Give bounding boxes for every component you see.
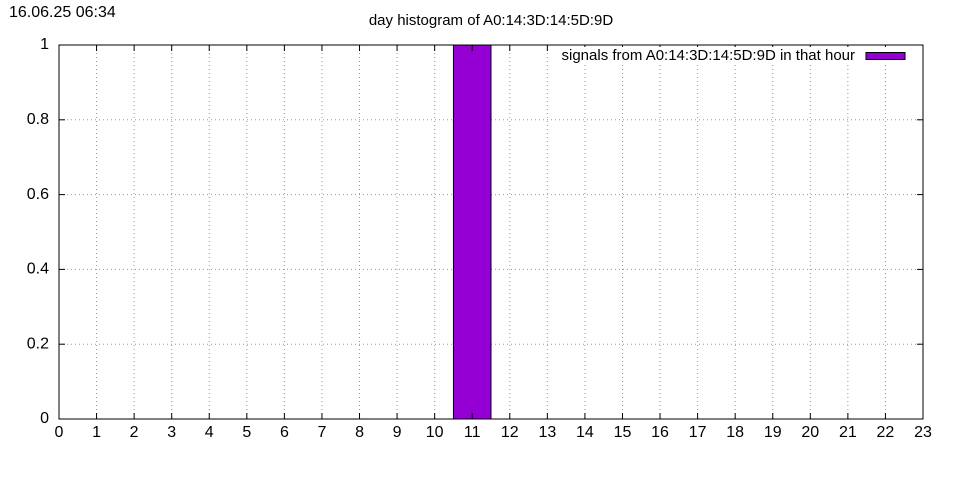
legend-background — [555, 47, 909, 65]
legend-label: signals from A0:14:3D:14:5D:9D in that h… — [562, 47, 856, 64]
x-tick-label: 19 — [764, 424, 782, 441]
x-tick-label: 1 — [92, 424, 101, 441]
x-tick-label: 23 — [914, 424, 932, 441]
y-tick-label: 0.2 — [27, 335, 49, 352]
x-tick-label: 4 — [205, 424, 214, 441]
x-tick-label: 21 — [839, 424, 857, 441]
x-tick-label: 11 — [464, 424, 481, 441]
x-tick-label: 2 — [130, 424, 139, 441]
y-tick-label: 0.4 — [27, 261, 49, 278]
y-tick-label: 0 — [40, 410, 49, 427]
chart-title: day histogram of A0:14:3D:14:5D:9D — [369, 12, 613, 29]
bars — [452, 45, 492, 419]
x-tick-label: 17 — [689, 424, 707, 441]
x-tick-label: 3 — [167, 424, 176, 441]
x-tick-label: 0 — [55, 424, 64, 441]
plot-border — [58, 44, 924, 420]
x-tick-label: 7 — [318, 424, 327, 441]
x-tick-label: 14 — [576, 424, 594, 441]
timestamp: 16.06.25 06:34 — [9, 4, 116, 21]
legend-swatch — [865, 52, 906, 60]
x-tick-label: 20 — [801, 424, 819, 441]
x-tick-label: 6 — [280, 424, 289, 441]
y-tick-label: 0.8 — [27, 111, 49, 128]
x-tick-label: 18 — [726, 424, 744, 441]
y-tick-label: 0.6 — [27, 186, 49, 203]
x-tick-label: 15 — [614, 424, 632, 441]
x-tick-label: 5 — [242, 424, 251, 441]
x-tick-label: 22 — [877, 424, 895, 441]
x-tick-label: 9 — [393, 424, 402, 441]
x-tick-label: 12 — [501, 424, 519, 441]
y-tick-label: 1 — [40, 36, 49, 53]
x-tick-label: 8 — [355, 424, 364, 441]
x-tick-label: 16 — [651, 424, 669, 441]
bar — [452, 45, 492, 419]
x-tick-label: 13 — [538, 424, 556, 441]
axes: 00.20.40.60.810 1 2 3 4 5 6 7 8 9 10 11 12 13 14 15 16 17… — [27, 36, 932, 441]
x-tick-label: 10 — [426, 424, 444, 441]
